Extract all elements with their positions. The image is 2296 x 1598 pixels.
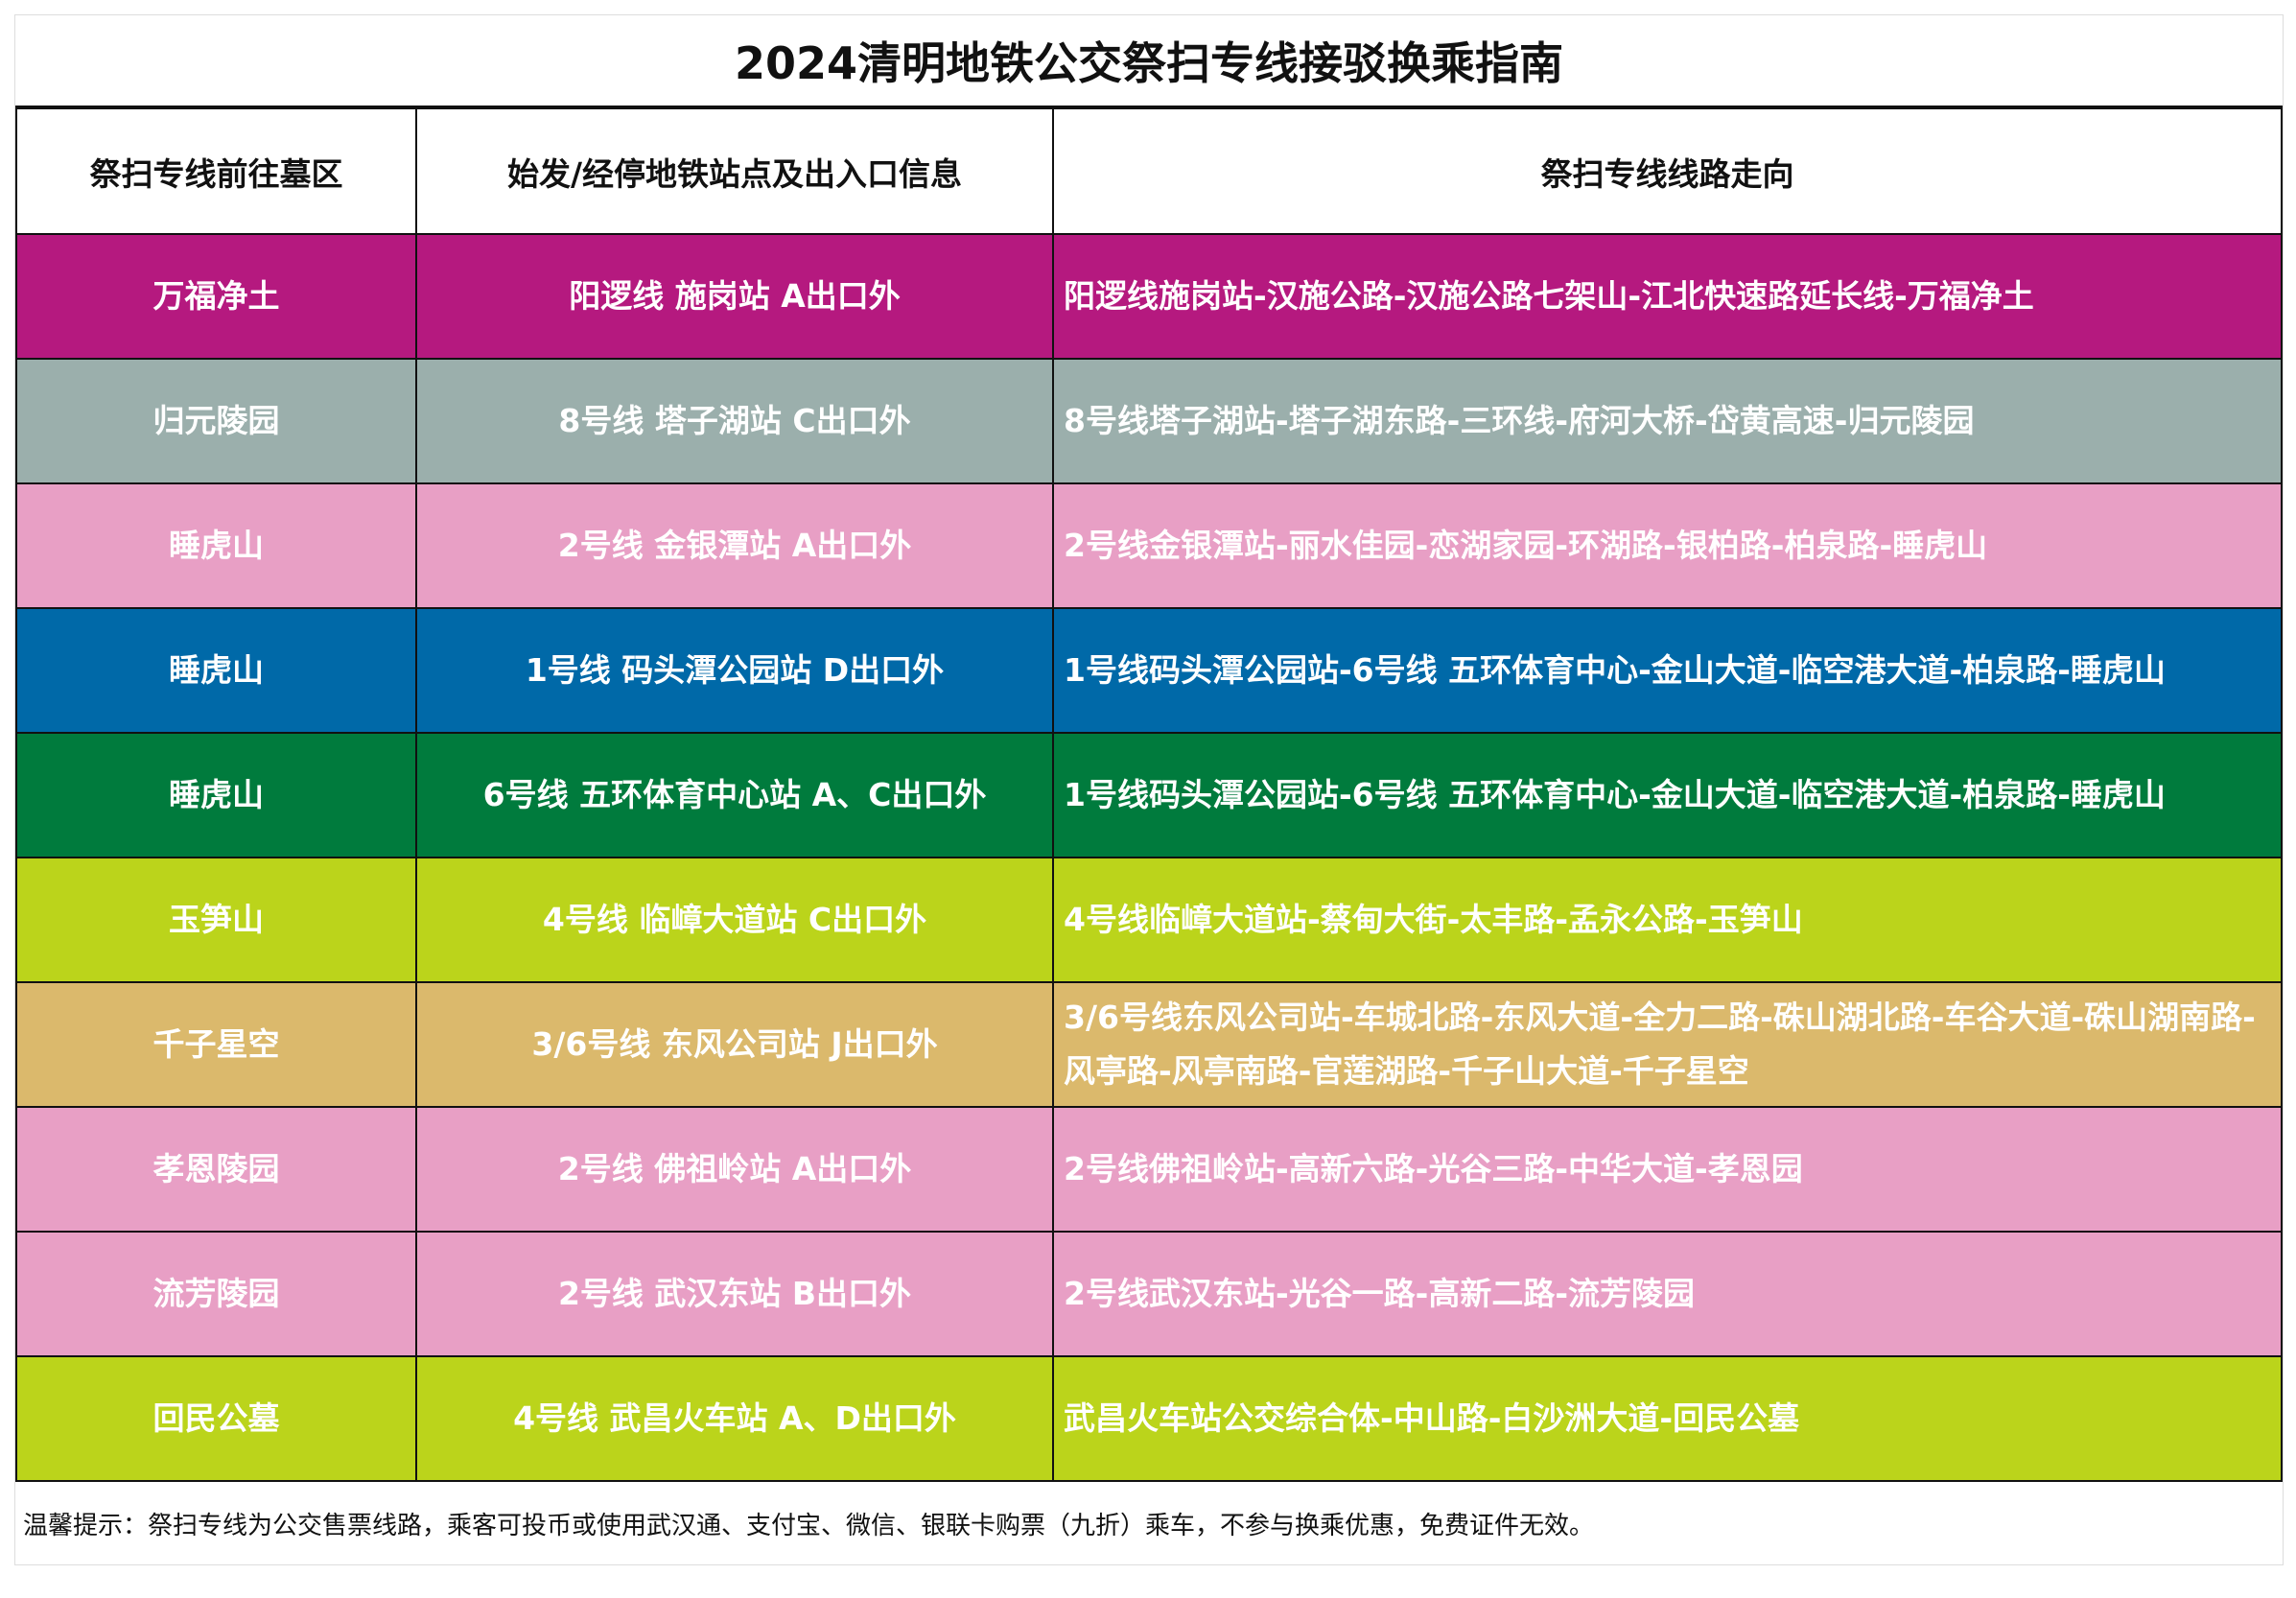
table-row: 玉笋山 4号线 临嶂大道站 C出口外 4号线临嶂大道站-蔡甸大街-太丰路-孟永公路-… — [15, 857, 2283, 983]
table-row: 睡虎山 6号线 五环体育中心站 A、C出口外 1号线码头潭公园站-6号线 五环体育中… — [15, 732, 2283, 858]
header-station: 始发/经停地铁站点及出入口信息 — [415, 107, 1054, 235]
header-route: 祭扫专线线路走向 — [1052, 107, 2283, 235]
cemetery-cell: 归元陵园 — [15, 358, 417, 484]
route-cell: 1号线码头潭公园站-6号线 五环体育中心-金山大道-临空港大道-柏泉路-睡虎山 — [1052, 732, 2283, 858]
route-cell: 2号线武汉东站-光谷一路-高新二路-流芳陵园 — [1052, 1231, 2283, 1357]
route-cell: 1号线码头潭公园站-6号线 五环体育中心-金山大道-临空港大道-柏泉路-睡虎山 — [1052, 607, 2283, 734]
route-cell: 8号线塔子湖站-塔子湖东路-三环线-府河大桥-岱黄高速-归元陵园 — [1052, 358, 2283, 484]
station-cell: 阳逻线 施岗站 A出口外 — [415, 233, 1054, 360]
header-cemetery: 祭扫专线前往墓区 — [15, 107, 417, 235]
cemetery-cell: 千子星空 — [15, 981, 417, 1108]
table-row: 回民公墓 4号线 武昌火车站 A、D出口外 武昌火车站公交综合体-中山路-白沙洲大道… — [15, 1355, 2283, 1482]
table-header-row: 祭扫专线前往墓区 始发/经停地铁站点及出入口信息 祭扫专线线路走向 — [15, 107, 2283, 235]
station-cell: 8号线 塔子湖站 C出口外 — [415, 358, 1054, 484]
cemetery-cell: 睡虎山 — [15, 607, 417, 734]
route-cell: 2号线佛祖岭站-高新六路-光谷三路-中华大道-孝恩园 — [1052, 1106, 2283, 1233]
route-cell: 3/6号线东风公司站-车城北路-东风大道-全力二路-硃山湖北路-车谷大道-硃山湖… — [1052, 981, 2283, 1108]
route-cell: 4号线临嶂大道站-蔡甸大街-太丰路-孟永公路-玉笋山 — [1052, 857, 2283, 983]
table-row: 千子星空 3/6号线 东风公司站 J出口外 3/6号线东风公司站-车城北路-东风大道… — [15, 981, 2283, 1108]
table-row: 孝恩陵园 2号线 佛祖岭站 A出口外 2号线佛祖岭站-高新六路-光谷三路-中华大道-… — [15, 1106, 2283, 1233]
table-row: 睡虎山 2号线 金银潭站 A出口外 2号线金银潭站-丽水佳园-恋湖家园-环湖路-银柏… — [15, 482, 2283, 609]
cemetery-cell: 玉笋山 — [15, 857, 417, 983]
station-cell: 2号线 金银潭站 A出口外 — [415, 482, 1054, 609]
footer-note: 温馨提示：祭扫专线为公交售票线路，乘客可投币或使用武汉通、支付宝、微信、银联卡购… — [23, 1511, 1595, 1540]
station-cell: 3/6号线 东风公司站 J出口外 — [415, 981, 1054, 1108]
page-title: 2024清明地铁公交祭扫专线接驳换乘指南 — [15, 15, 2283, 107]
route-cell: 2号线金银潭站-丽水佳园-恋湖家园-环湖路-银柏路-柏泉路-睡虎山 — [1052, 482, 2283, 609]
station-cell: 2号线 武汉东站 B出口外 — [415, 1231, 1054, 1357]
table-row: 归元陵园 8号线 塔子湖站 C出口外 8号线塔子湖站-塔子湖东路-三环线-府河大桥-… — [15, 358, 2283, 484]
route-table: 祭扫专线前往墓区 始发/经停地铁站点及出入口信息 祭扫专线线路走向 万福净土 阳逻… — [15, 107, 2283, 1482]
route-cell: 阳逻线施岗站-汉施公路-汉施公路七架山-江北快速路延长线-万福净土 — [1052, 233, 2283, 360]
cemetery-cell: 流芳陵园 — [15, 1231, 417, 1357]
guide-document: 2024清明地铁公交祭扫专线接驳换乘指南 祭扫专线前往墓区 始发/经停地铁站点及… — [14, 14, 2284, 1565]
cemetery-cell: 回民公墓 — [15, 1355, 417, 1482]
cemetery-cell: 孝恩陵园 — [15, 1106, 417, 1233]
route-cell: 武昌火车站公交综合体-中山路-白沙洲大道-回民公墓 — [1052, 1355, 2283, 1482]
station-cell: 4号线 武昌火车站 A、D出口外 — [415, 1355, 1054, 1482]
table-row: 万福净土 阳逻线 施岗站 A出口外 阳逻线施岗站-汉施公路-汉施公路七架山-江北快速… — [15, 233, 2283, 360]
station-cell: 1号线 码头潭公园站 D出口外 — [415, 607, 1054, 734]
station-cell: 6号线 五环体育中心站 A、C出口外 — [415, 732, 1054, 858]
table-row: 流芳陵园 2号线 武汉东站 B出口外 2号线武汉东站-光谷一路-高新二路-流芳陵园 — [15, 1231, 2283, 1357]
cemetery-cell: 万福净土 — [15, 233, 417, 360]
station-cell: 4号线 临嶂大道站 C出口外 — [415, 857, 1054, 983]
station-cell: 2号线 佛祖岭站 A出口外 — [415, 1106, 1054, 1233]
table-row: 睡虎山 1号线 码头潭公园站 D出口外 1号线码头潭公园站-6号线 五环体育中心-金… — [15, 607, 2283, 734]
cemetery-cell: 睡虎山 — [15, 732, 417, 858]
cemetery-cell: 睡虎山 — [15, 482, 417, 609]
